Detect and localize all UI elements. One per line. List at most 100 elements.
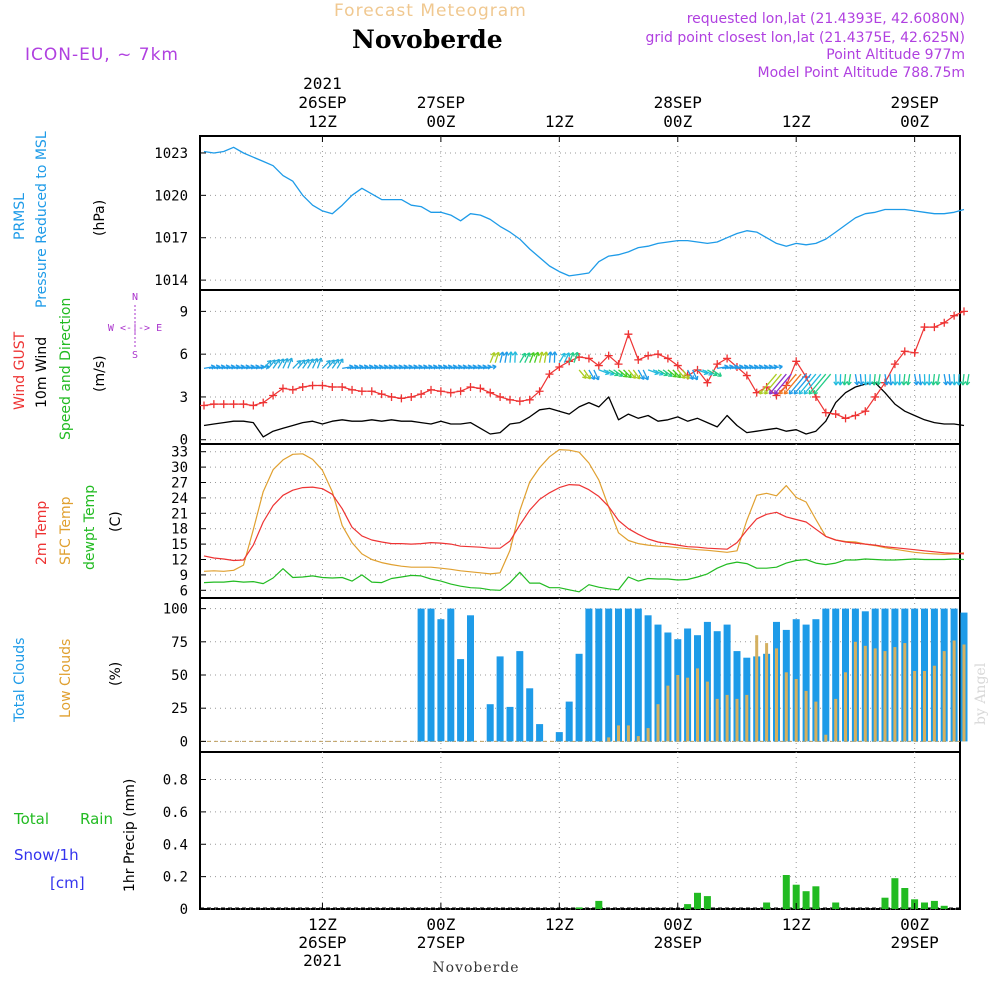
total-clouds-bar: [467, 615, 474, 742]
wind-direction-arrow: [499, 351, 504, 363]
gust-marker: [298, 382, 307, 391]
total-clouds-bar: [615, 608, 622, 742]
wind-arrow-head: [667, 372, 673, 377]
gust-marker: [239, 400, 248, 409]
wind-direction-arrow: [779, 373, 797, 395]
wind-direction-arrow: [568, 352, 574, 363]
wind-direction-arrow: [411, 365, 423, 370]
wind-ytick-label: 0: [180, 433, 188, 449]
top-time-label: 12Z: [545, 112, 574, 131]
wind-direction-arrow: [420, 365, 433, 370]
wind-arrow-head: [930, 381, 937, 386]
footer-location: Novoberde: [432, 960, 519, 976]
gust-marker: [466, 382, 475, 391]
rain-bar: [575, 907, 583, 909]
wind-arrow-head: [631, 374, 637, 379]
rain-bar: [782, 875, 790, 909]
total-clouds-bar: [555, 732, 563, 742]
wind-arrow-head: [803, 390, 809, 395]
top-time-label: 28SEP: [654, 93, 702, 112]
wind-direction-arrow: [662, 369, 673, 377]
grid-layer: [200, 136, 960, 910]
gust-marker: [486, 388, 495, 397]
wind-direction-arrow: [401, 365, 413, 370]
total-clouds-bar: [575, 653, 583, 742]
wind-arrow-head: [871, 381, 878, 386]
wind-direction-arrow: [672, 369, 682, 379]
rain-bar: [763, 902, 771, 909]
rain-bar: [802, 891, 810, 909]
wind-direction-arrow: [277, 358, 285, 369]
wind-direction-arrow: [759, 373, 777, 395]
wind-arrow-head: [547, 351, 553, 356]
pressure-panel: [199, 135, 961, 291]
gust-marker: [792, 357, 801, 366]
wind-arrow-head: [512, 351, 518, 356]
wind-arrow-head: [689, 375, 694, 380]
wind-direction-arrow: [558, 352, 566, 364]
rain-bar: [881, 897, 889, 909]
wind-direction-arrow: [509, 351, 512, 363]
wind-direction-arrow: [798, 373, 817, 395]
wind-arrow-head: [334, 358, 340, 364]
wind-arrow-head: [956, 381, 962, 386]
precip-panel: [199, 751, 961, 910]
wind-arrow-head: [759, 390, 764, 395]
gust-marker: [742, 371, 751, 380]
wind-arrow-head: [960, 381, 966, 386]
gust-marker: [249, 401, 258, 410]
wind-direction-arrow: [519, 352, 526, 364]
bottom-time-label: 12Z: [782, 915, 811, 934]
gust-marker: [634, 355, 643, 364]
wind-direction-arrow: [573, 352, 579, 363]
gust-marker: [496, 392, 505, 401]
wind-direction-arrow: [543, 351, 548, 363]
product-title: Forecast Meteogram: [334, 1, 527, 21]
wind-direction-arrow: [702, 369, 713, 376]
low-clouds-bar: [893, 647, 897, 742]
wind-direction-arrow: [538, 351, 543, 363]
low-clouds-bar: [844, 672, 847, 742]
wind-direction-arrow: [783, 373, 802, 395]
wind-direction-arrow: [366, 365, 378, 370]
wind-direction-arrow: [376, 365, 388, 370]
gust-marker: [673, 361, 682, 370]
wind-arrow-head: [279, 358, 285, 363]
wind-arrow-head: [618, 372, 624, 377]
wind-direction-arrow: [445, 365, 457, 370]
low-clouds-bar: [626, 725, 630, 742]
temperature-ytick-label: 27: [171, 476, 188, 492]
gust-marker: [407, 392, 416, 401]
wind-arrow-head: [813, 390, 818, 395]
rain-bar: [921, 902, 928, 909]
wind-arrow-head: [644, 375, 650, 381]
wind-arrow-head: [317, 357, 323, 363]
wind-arrow-head: [876, 381, 882, 386]
wind-direction-arrow: [470, 365, 482, 370]
wind10-line: [203, 382, 965, 438]
precip-total-label: Total: [13, 810, 49, 828]
wind-direction-arrow: [391, 365, 403, 370]
top-time-label: 27SEP: [417, 93, 465, 112]
wind-direction-arrow: [475, 365, 487, 370]
total-clouds-bar: [457, 659, 465, 742]
gust-marker: [328, 382, 337, 391]
low-clouds-bar: [696, 668, 699, 742]
wind-arrow-head: [901, 381, 907, 386]
temperature-ytick-label: 6: [180, 583, 188, 599]
top-time-label: 00Z: [426, 112, 455, 131]
low-clouds-bar: [715, 698, 719, 742]
wind-arrow-head: [530, 351, 536, 357]
gust-marker: [762, 382, 771, 391]
low-clouds-label: Low Clouds: [58, 639, 74, 718]
wind-arrow-head: [565, 352, 571, 357]
gust-marker: [318, 381, 327, 390]
wind-arrow-head: [300, 359, 306, 365]
wind-arrow-head: [837, 381, 844, 386]
low-clouds-bar: [804, 690, 808, 742]
gust-marker: [959, 307, 968, 316]
wind-direction-arrow: [321, 360, 331, 369]
low-clouds-bar: [942, 651, 946, 742]
gust-marker: [950, 311, 959, 320]
total-clouds-bar: [654, 624, 662, 742]
